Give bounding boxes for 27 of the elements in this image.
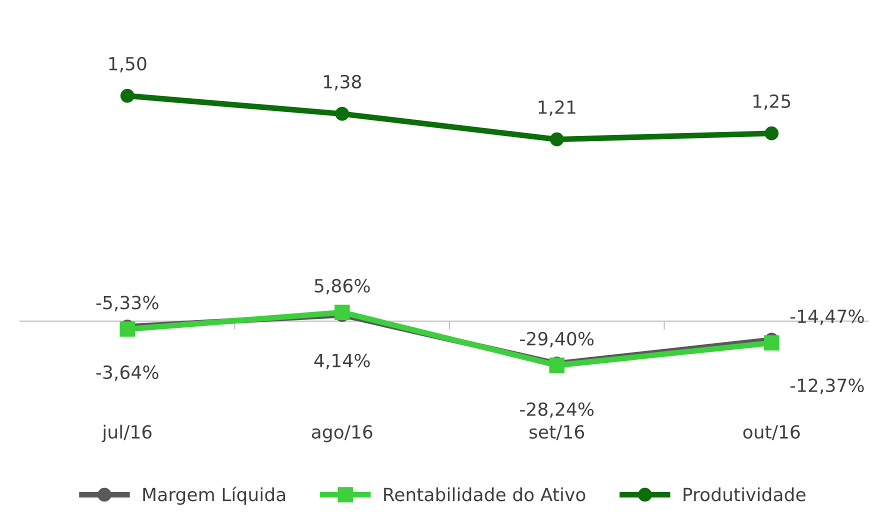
legend-label: Margem Líquida — [143, 486, 286, 505]
data-label: -29,40% — [520, 332, 594, 348]
legend-label: Rentabilidade do Ativo — [384, 487, 586, 502]
point — [120, 322, 136, 337]
data-label: 1,50 — [109, 56, 146, 72]
data-label: 5,86% — [314, 278, 370, 294]
point — [764, 335, 780, 351]
point — [334, 304, 350, 320]
x-tick-label: ago/16 — [312, 425, 372, 442]
data-label: 1,25 — [754, 94, 790, 110]
data-label: 4,14% — [314, 354, 370, 370]
x-tick-label: out/16 — [743, 425, 800, 440]
data-label: -5,33% — [96, 296, 158, 312]
x-tick-label: jul/16 — [102, 424, 152, 442]
point — [335, 106, 350, 121]
data-label: -12,37% — [790, 378, 864, 394]
data-label: 1,38 — [324, 74, 361, 90]
point — [120, 88, 134, 103]
data-label: 1,21 — [538, 100, 576, 116]
point — [550, 132, 564, 146]
data-label: -3,64% — [96, 365, 158, 381]
data-label: -28,24% — [520, 402, 594, 418]
x-tick-label: set/16 — [530, 425, 584, 440]
point — [764, 126, 779, 140]
data-label: -14,47% — [790, 309, 864, 325]
legend-label: Produtividade — [684, 487, 806, 502]
point — [549, 358, 565, 373]
